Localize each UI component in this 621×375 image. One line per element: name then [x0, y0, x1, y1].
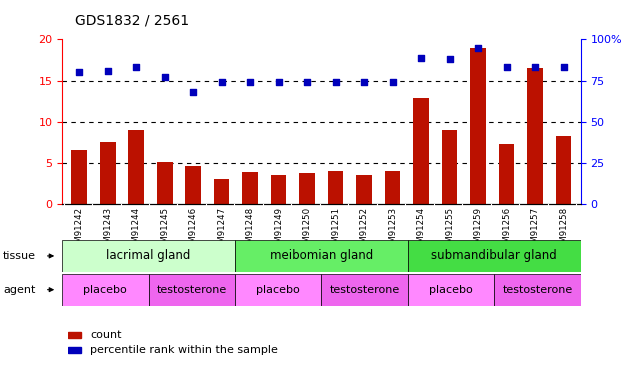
Bar	[62, 274, 148, 306]
Text: count: count	[90, 330, 122, 340]
Bar	[148, 274, 235, 306]
Bar	[62, 240, 235, 272]
Text: lacrimal gland: lacrimal gland	[106, 249, 191, 262]
Bar	[527, 68, 543, 204]
Bar	[494, 274, 581, 306]
Point	[75, 69, 84, 75]
Point	[245, 79, 255, 85]
Bar	[385, 171, 401, 204]
Text: testosterone: testosterone	[156, 285, 227, 295]
Bar	[408, 274, 494, 306]
Text: testosterone: testosterone	[502, 285, 573, 295]
Point	[416, 54, 426, 60]
Point	[302, 79, 312, 85]
Text: testosterone: testosterone	[330, 285, 400, 295]
Point	[217, 79, 227, 85]
Point	[473, 45, 483, 51]
Bar	[100, 142, 116, 204]
Bar	[242, 172, 258, 204]
Bar	[322, 274, 408, 306]
Bar	[157, 162, 173, 204]
Bar	[328, 171, 343, 204]
Bar	[442, 130, 458, 204]
Bar	[214, 179, 230, 204]
Point	[445, 56, 455, 62]
Point	[102, 68, 112, 74]
Text: agent: agent	[3, 285, 35, 295]
Text: meibomian gland: meibomian gland	[270, 249, 373, 262]
Bar	[235, 274, 322, 306]
Bar	[271, 175, 286, 204]
Bar	[413, 98, 429, 204]
Bar	[356, 175, 372, 204]
Text: placebo: placebo	[256, 285, 300, 295]
Point	[530, 64, 540, 70]
Point	[558, 64, 568, 70]
Point	[359, 79, 369, 85]
Bar	[408, 240, 581, 272]
Point	[188, 89, 198, 95]
Bar	[68, 346, 81, 353]
Point	[388, 79, 397, 85]
Bar	[299, 173, 315, 204]
Bar	[129, 130, 144, 204]
Text: tissue: tissue	[3, 251, 36, 261]
Point	[330, 79, 340, 85]
Bar	[556, 136, 571, 204]
Point	[274, 79, 284, 85]
Point	[502, 64, 512, 70]
Bar	[185, 166, 201, 204]
Bar	[499, 144, 514, 204]
Point	[131, 64, 141, 70]
Point	[160, 74, 170, 80]
Bar	[68, 332, 81, 338]
Text: percentile rank within the sample: percentile rank within the sample	[90, 345, 278, 355]
Bar	[470, 48, 486, 204]
Text: placebo: placebo	[429, 285, 473, 295]
Text: submandibular gland: submandibular gland	[432, 249, 557, 262]
Text: GDS1832 / 2561: GDS1832 / 2561	[75, 13, 189, 27]
Text: placebo: placebo	[83, 285, 127, 295]
Bar	[71, 150, 87, 204]
Bar	[235, 240, 408, 272]
